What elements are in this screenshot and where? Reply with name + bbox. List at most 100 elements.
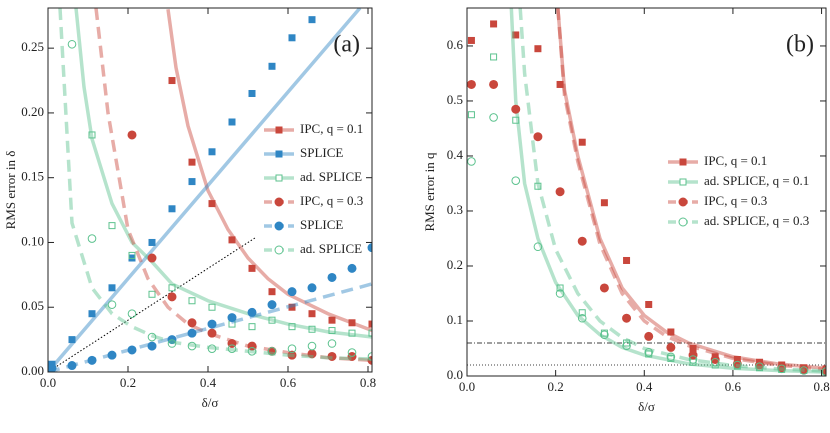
marker [666,342,676,352]
y-axis-label: RMS error in q [422,152,437,232]
marker [307,283,317,293]
legend-marker [679,158,687,166]
marker [467,79,476,89]
marker [308,325,316,333]
legend-marker [275,150,283,158]
marker [147,341,157,351]
fit-curve [556,8,826,371]
marker [710,357,720,367]
marker [188,178,196,186]
marker [555,187,565,197]
marker [367,243,372,253]
marker [327,339,337,348]
marker [187,341,197,351]
marker [168,205,176,213]
fit-curve [556,8,826,372]
marker [688,355,698,364]
marker [168,77,176,85]
marker [247,346,257,356]
y-tick-label: 0.1 [447,312,463,327]
marker [208,303,216,311]
x-axis-label: δ/σ [638,399,655,414]
marker [108,222,116,230]
x-axis-label: δ/σ [202,395,219,410]
y-tick-label: 0.5 [447,92,463,107]
marker [87,234,97,243]
marker [287,344,297,353]
marker [327,272,337,282]
marker [287,350,297,360]
y-tick-label: 0.3 [447,202,463,217]
marker [88,131,96,139]
marker [328,316,336,324]
fit-curve [509,8,826,374]
marker [187,318,197,328]
y-tick-label: 0.0 [447,367,463,382]
marker [555,289,565,298]
marker [288,323,296,331]
marker [208,148,216,156]
marker [148,238,156,246]
legend-label: IPC, q = 0.3 [704,193,767,208]
marker [688,350,698,360]
y-axis-label: RMS error in δ [3,151,18,230]
legend-marker [678,197,688,207]
marker [368,320,372,328]
x-tick-label: 0.4 [636,379,653,394]
plot-area [467,8,826,376]
marker [368,329,372,337]
marker [68,336,76,344]
marker [489,113,498,122]
legend-marker [274,245,284,255]
marker [556,80,564,88]
marker [88,310,96,318]
marker [228,236,236,244]
marker [287,287,297,297]
marker [327,351,337,361]
x-tick-label: 0.6 [725,379,742,394]
marker [67,39,77,49]
x-tick-label: 0.4 [200,375,217,390]
x-tick-label: 0.0 [459,379,475,394]
y-tick-label: 0.00 [21,363,44,378]
marker [644,348,654,357]
marker [308,310,316,318]
marker [367,352,372,361]
marker [622,313,632,323]
marker [127,309,137,319]
marker [268,288,276,296]
panel-label: (a) [333,32,360,58]
marker [667,354,675,362]
marker [128,251,136,259]
marker [533,132,543,142]
marker [67,361,77,371]
marker [733,360,742,370]
marker [248,264,256,272]
marker [534,45,542,53]
marker [577,313,587,323]
marker [755,362,764,371]
marker [268,316,276,324]
y-tick-label: 0.6 [447,37,464,52]
marker [599,283,609,293]
marker [645,300,653,308]
y-tick-label: 0.05 [21,298,44,313]
x-tick-label: 0.8 [360,375,376,390]
marker [147,332,157,342]
marker [288,34,296,42]
marker [645,350,653,358]
marker [623,256,631,264]
marker [148,290,156,298]
marker [107,350,117,360]
marker [227,313,237,323]
marker [512,116,520,124]
marker [667,328,675,336]
legend-label: SPLICE [300,145,343,160]
y-tick-label: 0.2 [447,257,463,272]
marker [512,31,520,39]
marker [347,348,357,357]
marker [644,331,654,341]
plot-frame [466,7,827,377]
legend-marker [274,221,284,231]
